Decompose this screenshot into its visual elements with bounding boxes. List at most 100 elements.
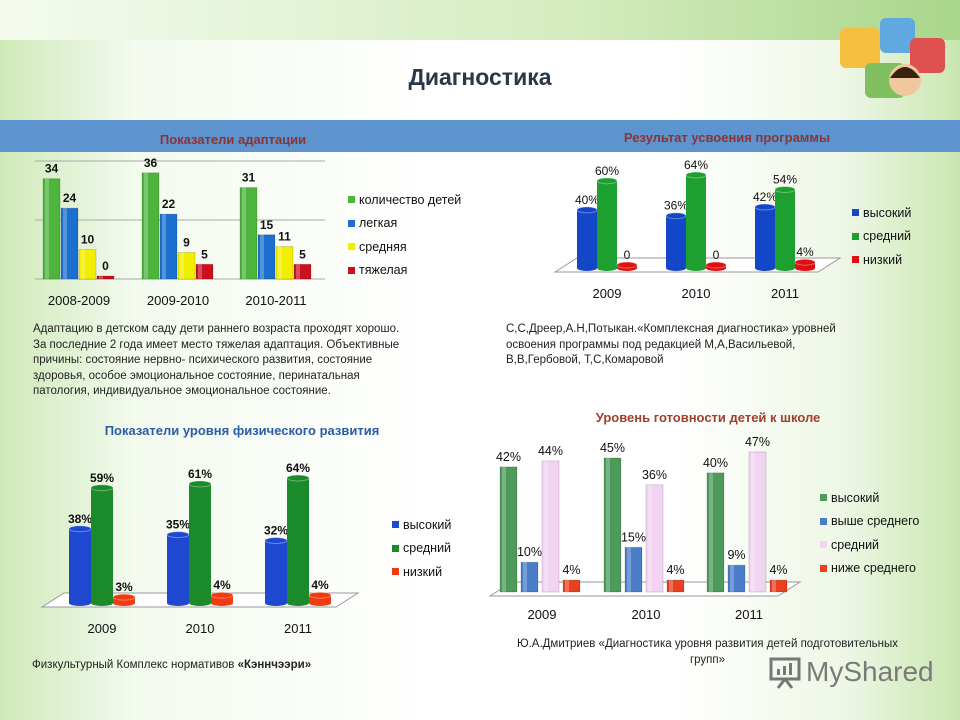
legend-swatch (820, 564, 827, 572)
legend-swatch (852, 232, 859, 240)
bar (257, 234, 276, 280)
bar-top (286, 474, 310, 482)
bar (666, 215, 686, 268)
category-label: 2008-2009 (48, 293, 110, 308)
legend-swatch (348, 219, 355, 227)
data-label: 47% (745, 435, 770, 449)
bar-top (112, 593, 136, 601)
legend-item: выше среднего (820, 510, 919, 534)
data-label: 10% (517, 545, 542, 559)
chart-0: 34241002008-20093622952009-2010311511520… (35, 156, 325, 308)
data-label: 9% (727, 548, 745, 562)
bar-highlight (180, 252, 184, 279)
bar-highlight (260, 234, 264, 279)
bar (666, 579, 685, 593)
legend-label: количество детей (359, 192, 462, 207)
legend-swatch (348, 243, 355, 251)
bar (141, 172, 160, 280)
bar-top (705, 261, 727, 269)
bar-bottom (597, 265, 617, 271)
data-label: 35% (166, 518, 190, 532)
top-band (0, 0, 960, 40)
legend-0: количество детей легкая средняя тяжелая (348, 188, 461, 282)
data-label: 11 (278, 230, 291, 244)
legend-label: средний (831, 537, 880, 552)
text-prefix: Физкультурный Комплекс нормативов (32, 659, 238, 671)
bar (78, 249, 97, 280)
bar (287, 478, 309, 603)
text-line: Ю.А.Дмитриев «Диагностика уровня развити… (516, 638, 899, 650)
legend-3: высокий выше среднего средний ниже среднего (820, 486, 919, 580)
bar (275, 246, 294, 280)
data-label: 59% (90, 471, 114, 485)
legend-swatch (348, 196, 355, 204)
legend-item: количество детей (348, 188, 461, 212)
chart-3: 42% 10% 44% 4% 2009 45% 15% 36% 4% 2010 40% 9% 47% 4%… (488, 435, 802, 622)
bar (189, 483, 211, 603)
legend-swatch (820, 541, 827, 549)
legend-label: высокий (863, 205, 912, 220)
data-label: 44% (538, 444, 563, 458)
bar-highlight (772, 580, 776, 592)
text-line: За последние 2 года имеет место тяжелая … (33, 338, 400, 351)
school-source: Ю.А.Дмитриев «Диагностика уровня развити… (480, 637, 935, 668)
bar-top (596, 177, 618, 185)
bar-highlight (523, 562, 527, 592)
category-label: 2011 (284, 621, 312, 636)
legend-item: легкая (348, 212, 461, 236)
bar-highlight (751, 452, 755, 592)
bar-top (794, 258, 816, 266)
bar (177, 251, 196, 280)
legend-swatch (820, 494, 827, 502)
category-label: 2009 (88, 621, 117, 636)
bar (748, 451, 767, 593)
legend-item: средний (852, 225, 911, 249)
bar-highlight (627, 547, 631, 592)
bar-top (685, 171, 707, 179)
text-line: здоровья, особое эмоциональное состояние… (33, 369, 360, 382)
data-label: 4% (666, 563, 684, 577)
data-label: 31 (242, 171, 256, 185)
data-label: 5 (201, 247, 208, 261)
bar-bottom (91, 600, 113, 606)
bar-bottom (666, 265, 686, 271)
bar-highlight (99, 276, 103, 279)
bar-top (774, 186, 796, 194)
legend-item: ниже среднего (820, 557, 919, 581)
legend-item: средняя (348, 235, 461, 259)
data-label: 64% (684, 158, 708, 172)
category-label: 2010-2011 (245, 293, 306, 308)
data-label: 15% (621, 530, 646, 544)
data-label: 0 (102, 259, 109, 273)
bar-bottom (265, 600, 287, 606)
bar (727, 564, 746, 593)
myshared-logo: MyShared (768, 655, 934, 689)
bar (91, 487, 113, 603)
bar (624, 546, 643, 593)
data-label: 3% (115, 580, 133, 594)
bar-highlight (144, 172, 148, 279)
bar (686, 175, 706, 268)
legend-label: ниже среднего (831, 561, 916, 576)
bar (520, 561, 539, 593)
bar-highlight (242, 187, 246, 279)
data-label: 40% (575, 193, 599, 207)
program-source: С,С,Дреер,А.Н,Потыкан.«Комплексная диагн… (506, 322, 836, 369)
text-line: групп» (689, 653, 726, 666)
data-label: 4% (796, 245, 814, 259)
text-bold: «Кэннчээри» (237, 659, 312, 671)
category-label: 2009-2010 (147, 293, 209, 308)
bar (42, 178, 61, 280)
legend-label: высокий (403, 517, 452, 532)
data-label: 9 (183, 235, 190, 249)
legend-label: легкая (359, 216, 398, 231)
legend-swatch (392, 521, 399, 529)
watermark-text: MyShared (806, 656, 934, 687)
data-label: 34 (45, 162, 59, 176)
bar-highlight (296, 264, 300, 279)
bar-top (576, 206, 598, 214)
bar (309, 595, 331, 603)
bar-bottom (775, 265, 795, 271)
bar-top (308, 591, 332, 599)
legend-label: выше среднего (831, 514, 920, 529)
